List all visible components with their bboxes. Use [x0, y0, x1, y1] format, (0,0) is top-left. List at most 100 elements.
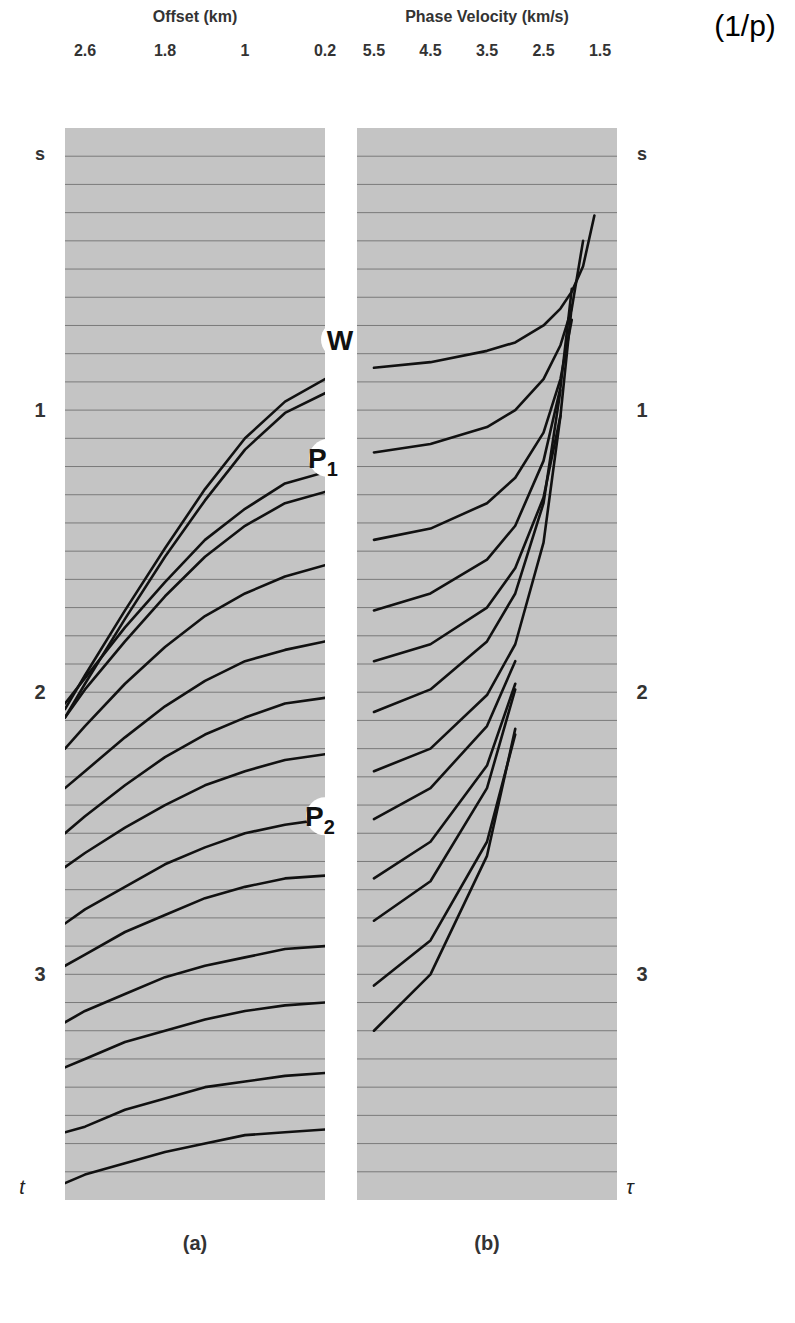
panel — [65, 128, 325, 1200]
panel — [357, 128, 617, 1200]
y-axis-title: s — [35, 144, 45, 164]
event-line — [65, 472, 325, 703]
grid-line — [357, 664, 617, 665]
y-tick-label: 1 — [34, 399, 45, 421]
event-line — [65, 492, 325, 718]
grid-line — [65, 748, 325, 749]
grid-line — [357, 861, 617, 862]
grid-line — [357, 720, 617, 721]
y-axis-title: s — [637, 144, 647, 164]
event-line — [374, 735, 515, 986]
grid-line — [65, 353, 325, 354]
grid-line — [65, 269, 325, 270]
event-line — [65, 393, 325, 717]
grid-line — [65, 635, 325, 636]
panel-label: (b) — [474, 1232, 500, 1254]
grid-line — [65, 522, 325, 523]
grid-line — [357, 156, 617, 157]
event-line — [65, 379, 325, 709]
grid-line — [65, 720, 325, 721]
grid-line — [357, 353, 617, 354]
grid-line — [65, 946, 325, 947]
grid-line — [357, 1087, 617, 1088]
grid-line — [357, 1058, 617, 1059]
grid-line — [65, 1087, 325, 1088]
panel-label: (a) — [183, 1232, 207, 1254]
event-line — [65, 641, 325, 788]
grid-line — [357, 1171, 617, 1172]
grid-line — [357, 579, 617, 580]
grid-line — [65, 466, 325, 467]
grid-line — [65, 917, 325, 918]
event-line — [374, 306, 572, 661]
event-line — [65, 1003, 325, 1068]
grid-line — [65, 861, 325, 862]
grid-line — [357, 776, 617, 777]
grid-line — [357, 297, 617, 298]
figure: Offset (km)2.61.810.2s123t(a)WP1P2Phase … — [0, 0, 795, 1323]
grid-line — [357, 748, 617, 749]
grid-line — [357, 212, 617, 213]
x-tick-label: 4.5 — [419, 42, 441, 59]
annotation: P2 — [305, 801, 335, 838]
grid-line — [357, 833, 617, 834]
event-line — [65, 1073, 325, 1132]
grid-line — [65, 410, 325, 411]
x-tick-label: 2.5 — [532, 42, 554, 59]
event-line — [65, 946, 325, 1022]
x-tick-label: 5.5 — [363, 42, 385, 59]
x-axis-title: Offset (km) — [153, 8, 237, 25]
x-tick-label: 0.2 — [314, 42, 336, 59]
event-line — [374, 416, 561, 771]
grid-line — [65, 974, 325, 975]
grid-line — [65, 776, 325, 777]
grid-line — [65, 1115, 325, 1116]
grid-line — [65, 1171, 325, 1172]
grid-line — [357, 522, 617, 523]
event-line — [374, 661, 515, 819]
y-tick-label: 3 — [636, 963, 647, 985]
y-tick-label: 1 — [636, 399, 647, 421]
grid-line — [357, 325, 617, 326]
grid-line — [65, 692, 325, 693]
grid-line — [65, 805, 325, 806]
annotation-ground — [321, 321, 359, 359]
event-line — [65, 876, 325, 966]
annotation: P1 — [308, 443, 338, 480]
events — [65, 379, 325, 1183]
x-tick-label: 1.5 — [589, 42, 611, 59]
x-tick-label: 2.6 — [74, 42, 96, 59]
grid-line — [65, 156, 325, 157]
event-line — [374, 729, 515, 1031]
grid-line — [65, 607, 325, 608]
grid-line — [65, 381, 325, 382]
grid-line — [65, 240, 325, 241]
events — [374, 215, 594, 1030]
event-line — [374, 684, 515, 879]
x-axis-title: Phase Velocity (km/s) — [405, 8, 569, 25]
plot-area — [65, 128, 325, 1200]
event-line — [374, 689, 515, 920]
grid-line — [357, 889, 617, 890]
event-line — [65, 698, 325, 833]
grid-line — [65, 664, 325, 665]
grid-line — [357, 410, 617, 411]
grid-line — [65, 833, 325, 834]
grid-line — [357, 1143, 617, 1144]
grid-line — [65, 494, 325, 495]
annotation: W — [327, 325, 354, 356]
grid-line — [65, 1058, 325, 1059]
grid-line — [357, 1030, 617, 1031]
grid-line — [65, 1143, 325, 1144]
grid-line — [65, 297, 325, 298]
grid-line — [65, 579, 325, 580]
x-tick-label: 3.5 — [476, 42, 498, 59]
grid-line — [357, 381, 617, 382]
x-tick-label: 1 — [241, 42, 250, 59]
grid-line — [357, 466, 617, 467]
y-axis-symbol: τ — [626, 1176, 635, 1198]
grid-line — [357, 240, 617, 241]
event-line — [374, 390, 561, 712]
event-line — [65, 819, 325, 923]
grid-line — [357, 184, 617, 185]
